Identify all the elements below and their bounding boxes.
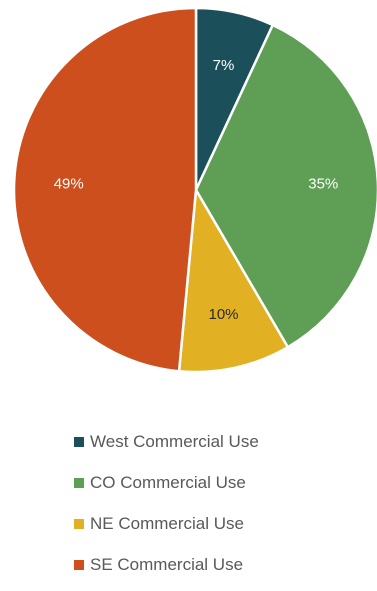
legend-label-west: West Commercial Use — [90, 431, 259, 451]
legend-label-co: CO Commercial Use — [90, 472, 246, 492]
legend-swatch-se — [74, 559, 84, 570]
data-label-ne: 10% — [209, 306, 239, 323]
legend-label-ne: NE Commercial Use — [90, 513, 244, 533]
legend: West Commercial Use CO Commercial Use NE… — [74, 426, 374, 590]
data-label-se: 49% — [54, 176, 84, 193]
pie-slice-se — [12, 6, 198, 373]
legend-item-se: SE Commercial Use — [74, 549, 374, 580]
legend-item-west: West Commercial Use — [74, 426, 374, 457]
pie-slices — [12, 6, 377, 374]
legend-label-se: SE Commercial Use — [90, 554, 244, 574]
data-label-co: 35% — [308, 176, 338, 193]
legend-swatch-west — [74, 436, 84, 447]
pie-data-labels: 7% 35% 10% 49% — [54, 57, 339, 323]
data-label-west: 7% — [213, 57, 235, 74]
legend-swatch-ne — [74, 518, 84, 529]
pie-slice-ne — [177, 188, 290, 374]
legend-swatch-co — [74, 477, 84, 488]
legend-item-co: CO Commercial Use — [74, 467, 374, 498]
legend-item-ne: NE Commercial Use — [74, 508, 374, 539]
pie-plot-area: 7% 35% 10% 49% — [12, 6, 377, 374]
